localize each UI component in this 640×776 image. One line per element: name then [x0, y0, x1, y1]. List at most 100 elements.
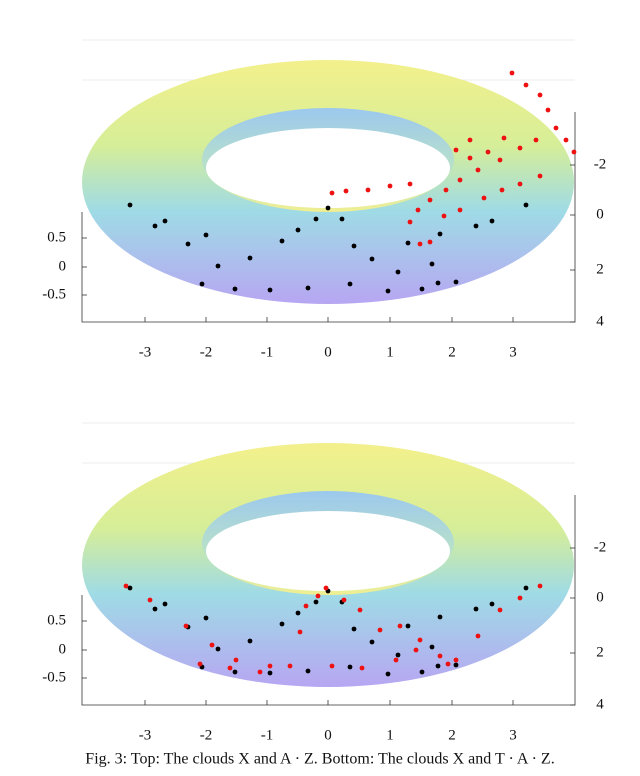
point-x [215, 263, 221, 269]
point-az [467, 137, 473, 143]
point-taz [359, 665, 365, 671]
point-x [215, 646, 221, 652]
point-x [437, 614, 443, 620]
point-az [387, 183, 393, 189]
point-taz [197, 661, 203, 667]
y-tick-label: 4 [596, 313, 604, 329]
x-tick-label: 2 [448, 344, 456, 360]
point-x [351, 243, 357, 249]
x-tick-label: 0 [324, 727, 332, 743]
point-x [185, 241, 191, 247]
point-taz [413, 647, 419, 653]
point-x [347, 281, 353, 287]
x-tick-label: -2 [200, 727, 213, 743]
point-x [295, 610, 301, 616]
point-az [571, 149, 577, 155]
point-az [517, 181, 523, 187]
point-x [369, 256, 375, 262]
point-az [523, 82, 529, 88]
point-taz [227, 665, 233, 671]
z-tick-label: 0 [59, 258, 67, 274]
point-taz [537, 583, 543, 589]
point-x [127, 202, 133, 208]
point-taz [233, 657, 239, 663]
point-taz [147, 597, 153, 603]
point-x [489, 601, 495, 607]
point-x [325, 205, 331, 211]
x-tick-label: 3 [509, 727, 517, 743]
point-taz [329, 663, 335, 669]
point-x [385, 288, 391, 294]
point-x [405, 623, 411, 629]
z-tick-label: -0.5 [42, 286, 66, 302]
x-tick-label: 0 [324, 344, 332, 360]
point-taz [357, 607, 363, 613]
x-tick-label: -3 [139, 344, 152, 360]
point-x [419, 286, 425, 292]
point-az [533, 137, 539, 143]
point-taz [297, 629, 303, 635]
point-x [395, 269, 401, 275]
point-taz [209, 642, 215, 648]
point-x [435, 663, 441, 669]
point-taz [393, 657, 399, 663]
point-x [203, 615, 209, 621]
point-az [563, 137, 569, 143]
point-x [339, 216, 345, 222]
point-az [441, 213, 447, 219]
x-tick-label: 3 [509, 344, 517, 360]
x-tick-label: -1 [261, 344, 274, 360]
point-az [407, 219, 413, 225]
point-taz [417, 637, 423, 643]
point-x [429, 261, 435, 267]
point-x [199, 281, 205, 287]
point-x [305, 668, 311, 674]
point-x [152, 223, 158, 229]
point-taz [287, 663, 293, 669]
point-az [545, 107, 551, 113]
point-x [279, 621, 285, 627]
y-tick-label: 0 [596, 589, 604, 605]
torus-hole [206, 511, 450, 591]
point-az [509, 70, 515, 76]
point-az [417, 241, 423, 247]
point-x [523, 202, 529, 208]
point-taz [257, 669, 263, 675]
point-az [427, 197, 433, 203]
point-x [347, 664, 353, 670]
point-taz [445, 661, 451, 667]
point-az [497, 157, 503, 163]
point-az [553, 125, 559, 131]
point-az [485, 149, 491, 155]
point-x [313, 216, 319, 222]
x-tick-label: 1 [386, 727, 394, 743]
point-x [453, 662, 459, 668]
z-tick-label: -0.5 [42, 669, 66, 685]
point-x [313, 599, 319, 605]
point-az [457, 177, 463, 183]
point-az [365, 187, 371, 193]
panel: -3 -2 -1 0 1 2 3 0.5 0 -0.5 -2 0 2 4 [42, 422, 606, 743]
y-tick-label: -2 [594, 156, 607, 172]
point-taz [377, 627, 383, 633]
point-x [152, 606, 158, 612]
point-taz [397, 623, 403, 629]
point-x [453, 279, 459, 285]
point-x [279, 238, 285, 244]
point-taz [341, 597, 347, 603]
z-tick-label: 0.5 [47, 229, 66, 245]
point-taz [303, 603, 309, 609]
x-tick-label: -1 [261, 727, 274, 743]
point-x [473, 606, 479, 612]
y-tick-label: 2 [596, 644, 604, 660]
x-tick-label: -2 [200, 344, 213, 360]
point-x [305, 285, 311, 291]
y-tick-label: 0 [596, 206, 604, 222]
point-x [429, 644, 435, 650]
point-taz [475, 633, 481, 639]
point-x [437, 231, 443, 237]
point-taz [453, 657, 459, 663]
point-x [127, 585, 133, 591]
